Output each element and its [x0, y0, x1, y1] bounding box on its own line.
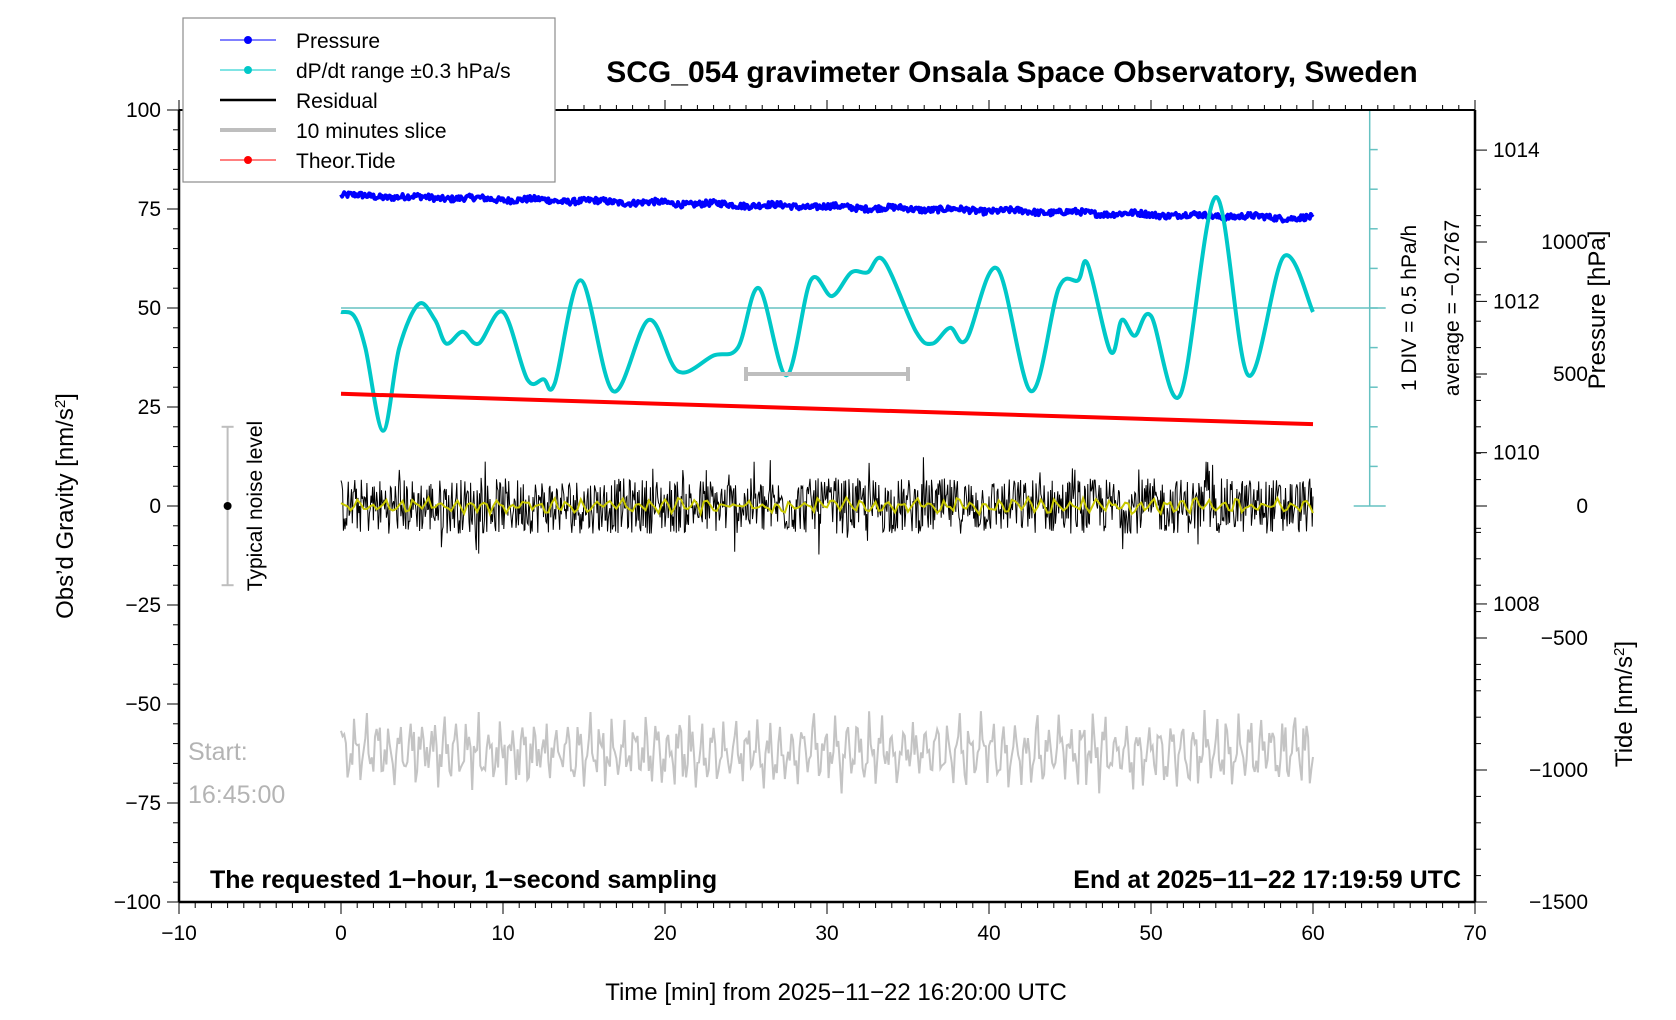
- start-label: Start:: [188, 738, 248, 766]
- legend-entry-slice: 10 minutes slice: [220, 120, 447, 143]
- axes: −10 0 10 20 30 40 50 60 701007550250−25−50−75−10…: [114, 99, 1588, 945]
- legend-marker-pressure: [244, 36, 252, 44]
- tide-axis-title-main: Tide [nm/s: [1611, 656, 1638, 767]
- x-tick-label: 20: [653, 922, 676, 945]
- y-axis-title-main: Obs’d Gravity [nm/s: [52, 408, 79, 619]
- tide-tick-label: 0: [1576, 495, 1588, 518]
- y-tick-label: 0: [149, 495, 161, 518]
- y-tick-label: −100: [114, 891, 161, 914]
- legend-marker-dpdt: [244, 66, 252, 74]
- y-axis-title: Obs’d Gravity [nm/s2]: [52, 393, 80, 619]
- pressure-tick-label: 1012: [1493, 290, 1540, 313]
- x-tick-label: 70: [1463, 922, 1486, 945]
- legend-entry-pressure: Pressure: [220, 30, 380, 53]
- tide-trace: [340, 391, 1314, 427]
- legend-entry-dpdt: dP/dt range ±0.3 hPa/s: [220, 60, 511, 83]
- legend-marker-tide: [244, 156, 252, 164]
- legend-label-tide: Theor.Tide: [296, 150, 396, 173]
- noise-level-dot: [223, 502, 232, 510]
- residual-trace: [340, 457, 1314, 555]
- x-tick-label: 0: [335, 922, 347, 945]
- y-tick-label: 50: [138, 297, 161, 320]
- plot-traces: [221, 109, 1386, 794]
- pressure-tick-label: 1014: [1493, 139, 1540, 162]
- tide-tick-label: 500: [1553, 363, 1588, 386]
- tide-tick-label: −500: [1541, 627, 1588, 650]
- legend-entry-residual: Residual: [220, 90, 378, 113]
- tide-axis-title-end: ]: [1611, 641, 1638, 648]
- legend-label-pressure: Pressure: [296, 30, 380, 53]
- y-tick-label: −25: [125, 594, 161, 617]
- x-tick-label: 60: [1301, 922, 1324, 945]
- x-tick-label: 30: [815, 922, 838, 945]
- dpdt-trace: [340, 195, 1315, 433]
- tide-tick-label: 1000: [1541, 231, 1588, 254]
- div-annotation: 1 DIV = 0.5 hPa/h: [1398, 225, 1421, 391]
- y-tick-label: 25: [138, 396, 161, 419]
- noise-level-label: Typical noise level: [244, 421, 267, 591]
- y-tick-label: 100: [126, 99, 161, 122]
- legend: Pressure dP/dt range ±0.3 hPa/s Residual…: [182, 17, 556, 183]
- pressure-trace: [339, 190, 1315, 224]
- residual-smoothed-trace: [340, 494, 1314, 518]
- pressure-tick-label: 1010: [1493, 442, 1540, 465]
- pressure-axis-title: Pressure [hPa]: [1584, 231, 1611, 390]
- tide-tick-label: −1500: [1529, 891, 1588, 914]
- legend-label-slice: 10 minutes slice: [296, 120, 447, 143]
- start-time: 16:45:00: [188, 781, 285, 809]
- x-tick-label: 50: [1139, 922, 1162, 945]
- legend-label-residual: Residual: [296, 90, 378, 113]
- y-tick-label: −50: [125, 693, 161, 716]
- sampling-note: The requested 1−hour, 1−second sampling: [210, 866, 717, 894]
- chart-title: SCG_054 gravimeter Onsala Space Observat…: [606, 56, 1418, 89]
- x-tick-label: −10: [161, 922, 197, 945]
- tide-tick-label: −1000: [1529, 759, 1588, 782]
- pressure-tick-label: 1008: [1493, 593, 1540, 616]
- slice-trace: [340, 709, 1314, 794]
- y-tick-label: 75: [138, 198, 161, 221]
- legend-entry-tide: Theor.Tide: [220, 150, 396, 173]
- tide-axis-title: Tide [nm/s2]: [1611, 641, 1639, 767]
- tide-axis-title-sup: 2: [1611, 648, 1628, 656]
- y-axis-title-end: ]: [52, 393, 79, 400]
- x-tick-label: 40: [977, 922, 1000, 945]
- end-time-note: End at 2025−11−22 17:19:59 UTC: [1073, 866, 1461, 894]
- average-annotation: average = −0.2767: [1441, 220, 1464, 396]
- x-tick-label: 10: [491, 922, 514, 945]
- y-tick-label: −75: [125, 792, 161, 815]
- x-axis-title: Time [min] from 2025−11−22 16:20:00 UTC: [605, 979, 1067, 1006]
- legend-label-dpdt: dP/dt range ±0.3 hPa/s: [296, 60, 511, 83]
- y-axis-title-sup: 2: [52, 400, 69, 408]
